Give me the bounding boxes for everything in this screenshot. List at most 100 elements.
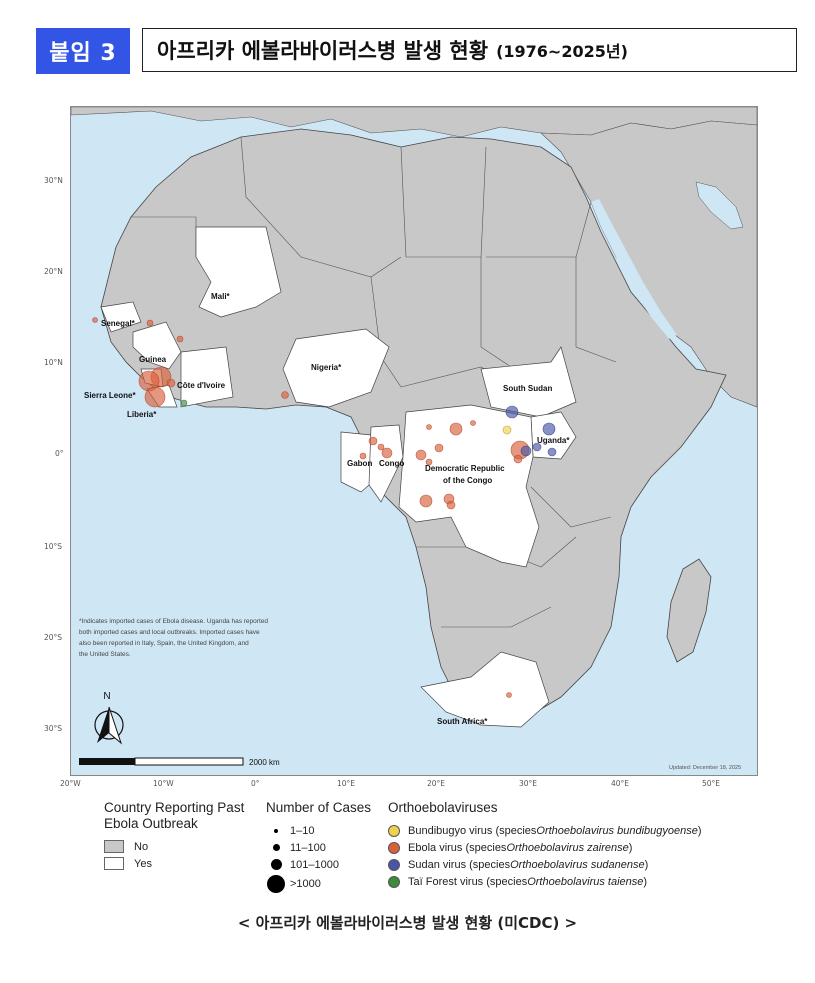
marker-ebola bbox=[166, 378, 176, 388]
lat-label-20s: 20°S bbox=[44, 633, 63, 642]
case-dot-icon bbox=[274, 828, 278, 833]
country-drc bbox=[398, 404, 540, 568]
swatch-yes bbox=[104, 857, 124, 870]
legend-item-no: No bbox=[104, 838, 244, 855]
sudan-dot-icon bbox=[388, 858, 400, 871]
legend-cases-label: 1–10 bbox=[290, 824, 315, 837]
lat-label-10n: 10°N bbox=[44, 358, 63, 367]
legend-country-title-1: Country Reporting Past bbox=[104, 800, 245, 815]
label-cote-divoire: Côte d'Ivoire bbox=[177, 381, 226, 390]
bundibugyo-dot-icon bbox=[388, 824, 400, 837]
case-dot-icon bbox=[272, 844, 280, 851]
map-svg: Mali* Senegal* Guinea Sierra Leone* Libe… bbox=[71, 107, 757, 775]
marker-sudan bbox=[542, 422, 556, 436]
marker-ebola bbox=[381, 447, 393, 459]
virus-species: Orthoebolavirus bundibugyoense bbox=[536, 824, 698, 837]
virus-end: ) bbox=[628, 841, 633, 854]
case-dot-icon bbox=[267, 875, 285, 893]
legend-cases-item: 101–1000 bbox=[266, 856, 371, 873]
marker-ebola bbox=[377, 443, 385, 451]
legend-cases-label: 101–1000 bbox=[290, 858, 339, 871]
lon-label-40e: 40°E bbox=[611, 779, 630, 788]
virus-species: Orthoebolavirus zairense bbox=[506, 841, 629, 854]
legend-cases-label: 11–100 bbox=[290, 841, 326, 854]
ebola-dot-icon bbox=[388, 841, 400, 854]
label-south-sudan: South Sudan bbox=[503, 384, 552, 393]
marker-sudan bbox=[505, 405, 519, 419]
label-south-africa: South Africa* bbox=[437, 717, 488, 726]
swatch-no bbox=[104, 840, 124, 853]
label-sierra-leone: Sierra Leone* bbox=[84, 391, 136, 400]
lat-label-20n: 20°N bbox=[44, 267, 63, 276]
legend-virus-sudan: Sudan virus (species Orthoebolavirus sud… bbox=[388, 856, 702, 873]
marker-ebola bbox=[144, 386, 166, 408]
lat-label-0: 0° bbox=[55, 449, 64, 458]
marker-bundibugyo bbox=[502, 425, 512, 435]
virus-species: Orthoebolavirus taiense bbox=[527, 875, 644, 888]
label-drc-1: Democratic Republic bbox=[425, 464, 505, 473]
scale-label: 2000 km bbox=[249, 758, 280, 767]
legend-item-yes: Yes bbox=[104, 855, 244, 872]
africa-map: Mali* Senegal* Guinea Sierra Leone* Libe… bbox=[70, 106, 758, 776]
label-congo: Congo bbox=[379, 459, 404, 468]
north-arrow-icon: N bbox=[94, 691, 124, 745]
marker-ebola bbox=[446, 500, 456, 510]
virus-name: Ebola virus (species bbox=[408, 841, 507, 854]
label-nigeria: Nigeria* bbox=[311, 363, 342, 372]
footnote-line-4: the United States. bbox=[79, 651, 131, 658]
label-liberia: Liberia* bbox=[127, 410, 157, 419]
legend-cases-item: 1–10 bbox=[266, 822, 371, 839]
case-dot-icon bbox=[270, 859, 282, 870]
legend-label-no: No bbox=[134, 840, 149, 853]
lat-label-10s: 10°S bbox=[44, 542, 63, 551]
label-gabon: Gabon bbox=[347, 459, 372, 468]
marker-ebola bbox=[425, 458, 433, 466]
country-mali bbox=[195, 226, 282, 318]
figure-title: 아프리카 에볼라바이러스병 발생 현황 (1976~2025년) bbox=[142, 28, 797, 72]
lat-label-30n: 30°N bbox=[44, 176, 63, 185]
marker-ebola bbox=[426, 424, 432, 430]
label-guinea: Guinea bbox=[139, 355, 167, 364]
marker-ebola bbox=[146, 319, 154, 327]
legend-virus-tai-forest: Taï Forest virus (species Orthoebolaviru… bbox=[388, 873, 702, 890]
marker-ebola bbox=[368, 436, 378, 446]
legend-cases-label: >1000 bbox=[290, 878, 321, 890]
legend-cases-item: >1000 bbox=[266, 873, 371, 895]
lat-label-30s: 30°S bbox=[44, 724, 63, 733]
virus-name: Taï Forest virus (species bbox=[408, 875, 528, 888]
legend-viruses: Orthoebolaviruses Bundibugyo virus (spec… bbox=[388, 800, 702, 890]
legend-country-title-2: Ebola Outbreak bbox=[104, 816, 198, 831]
label-drc-2: of the Congo bbox=[443, 476, 492, 485]
updated-note: Updated: December 18, 2025 bbox=[669, 765, 741, 771]
lon-label-30e: 30°E bbox=[519, 779, 538, 788]
marker-ebola bbox=[359, 452, 367, 460]
footnote-line-1: *Indicates imported cases of Ebola disea… bbox=[79, 618, 268, 625]
marker-sudan bbox=[532, 442, 542, 452]
virus-end: ) bbox=[697, 824, 702, 837]
virus-name: Bundibugyo virus (species bbox=[408, 824, 537, 837]
marker-sudan bbox=[547, 447, 557, 457]
legend-cases-title: Number of Cases bbox=[266, 800, 372, 815]
marker-sudan bbox=[520, 445, 532, 457]
marker-ebola bbox=[419, 494, 433, 508]
marker-tai-forest bbox=[180, 399, 188, 407]
lon-label-10w: 10°W bbox=[153, 779, 174, 788]
marker-ebola bbox=[92, 317, 98, 323]
marker-ebola bbox=[470, 420, 476, 426]
marker-ebola bbox=[415, 449, 427, 461]
country-gabon bbox=[340, 431, 377, 493]
scale-bar: 2000 km bbox=[79, 757, 280, 767]
caspian-sea bbox=[695, 181, 744, 230]
virus-end: ) bbox=[643, 875, 648, 888]
footnote-line-2: both imported cases and local outbreaks.… bbox=[79, 629, 260, 636]
country-senegal bbox=[100, 301, 142, 333]
country-south-africa bbox=[420, 651, 550, 728]
legend-country: Country Reporting Past Ebola Outbreak No… bbox=[104, 800, 244, 872]
outbreak-markers bbox=[92, 317, 557, 698]
marker-ebola bbox=[281, 391, 289, 399]
figure-header: 붙임 3 아프리카 에볼라바이러스병 발생 현황 (1976~2025년) bbox=[36, 28, 799, 74]
country-guinea bbox=[132, 321, 182, 370]
footnote-line-3: also been reported in Italy, Spain, the … bbox=[79, 640, 249, 647]
legend-virus-ebola: Ebola virus (species Orthoebolavirus zai… bbox=[388, 839, 702, 856]
marker-ebola bbox=[513, 454, 523, 464]
